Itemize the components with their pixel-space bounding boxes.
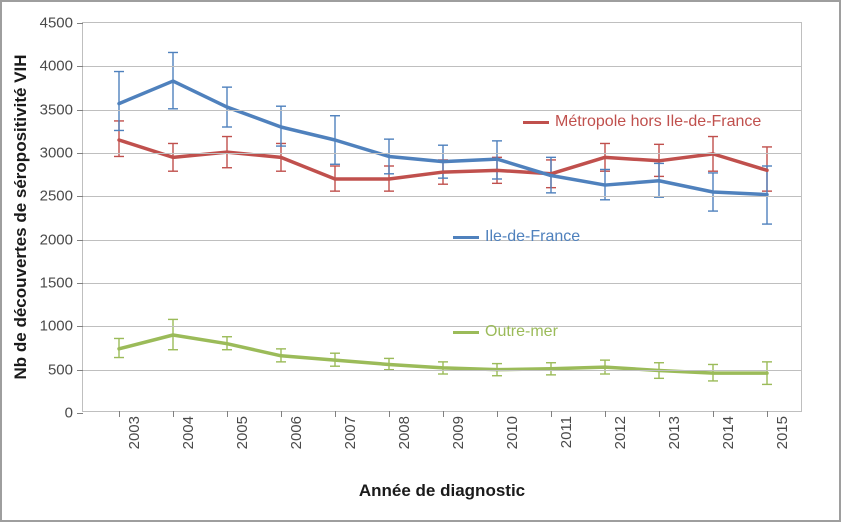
x-tick [713, 411, 714, 417]
legend-label: Outre-mer [485, 323, 558, 341]
y-axis-title: Nb de découvertes de séropositivité VIH [11, 55, 31, 380]
x-tick [497, 411, 498, 417]
chart-frame: Nb de découvertes de séropositivité VIH … [0, 0, 841, 522]
x-tick [443, 411, 444, 417]
y-tick-label: 4000 [40, 58, 73, 75]
x-tick [659, 411, 660, 417]
x-tick [335, 411, 336, 417]
y-tick [77, 326, 83, 327]
y-tick-label: 3500 [40, 101, 73, 118]
x-tick [173, 411, 174, 417]
x-tick-label: 2009 [450, 416, 467, 449]
gridline [83, 110, 801, 111]
y-tick [77, 66, 83, 67]
y-tick [77, 153, 83, 154]
y-tick-label: 0 [65, 405, 73, 422]
y-tick-label: 1000 [40, 318, 73, 335]
legend-item: Outre-mer [453, 323, 558, 341]
gridline [83, 370, 801, 371]
x-tick-label: 2005 [234, 416, 251, 449]
x-tick-label: 2011 [558, 416, 575, 448]
legend-swatch [523, 121, 549, 124]
y-tick-label: 500 [48, 361, 73, 378]
x-tick-label: 2007 [342, 416, 359, 449]
legend-label: Ile-de-France [485, 228, 580, 246]
x-tick-label: 2006 [288, 416, 305, 449]
y-tick [77, 110, 83, 111]
gridline [83, 240, 801, 241]
x-tick [389, 411, 390, 417]
x-tick-label: 2012 [612, 416, 629, 449]
x-tick-label: 2010 [504, 416, 521, 449]
y-tick [77, 413, 83, 414]
legend-item: Métropole hors Ile-de-France [523, 113, 761, 131]
y-tick-label: 2500 [40, 188, 73, 205]
x-tick-label: 2008 [396, 416, 413, 449]
x-axis-title: Année de diagnostic [359, 481, 525, 501]
gridline [83, 283, 801, 284]
y-tick-label: 4500 [40, 15, 73, 32]
series-line [119, 335, 767, 373]
x-tick-label: 2004 [180, 416, 197, 449]
x-tick [227, 411, 228, 417]
x-tick-label: 2015 [774, 416, 791, 449]
x-tick-label: 2014 [720, 416, 737, 449]
plot-area: Nb de découvertes de séropositivité VIH … [82, 22, 802, 412]
x-tick-label: 2013 [666, 416, 683, 449]
x-tick [281, 411, 282, 417]
y-tick [77, 23, 83, 24]
y-tick [77, 196, 83, 197]
gridline [83, 326, 801, 327]
y-tick [77, 240, 83, 241]
y-tick-label: 2000 [40, 231, 73, 248]
gridline [83, 196, 801, 197]
y-tick-label: 1500 [40, 275, 73, 292]
gridline [83, 153, 801, 154]
x-tick [767, 411, 768, 417]
x-tick [119, 411, 120, 417]
y-tick [77, 370, 83, 371]
gridline [83, 66, 801, 67]
x-tick [605, 411, 606, 417]
legend-swatch [453, 331, 479, 334]
legend-label: Métropole hors Ile-de-France [555, 113, 761, 131]
y-tick-label: 3000 [40, 145, 73, 162]
legend-item: Ile-de-France [453, 228, 580, 246]
x-tick [551, 411, 552, 417]
y-tick [77, 283, 83, 284]
x-tick-label: 2003 [126, 416, 143, 449]
chart-svg [83, 23, 801, 411]
legend-swatch [453, 236, 479, 239]
